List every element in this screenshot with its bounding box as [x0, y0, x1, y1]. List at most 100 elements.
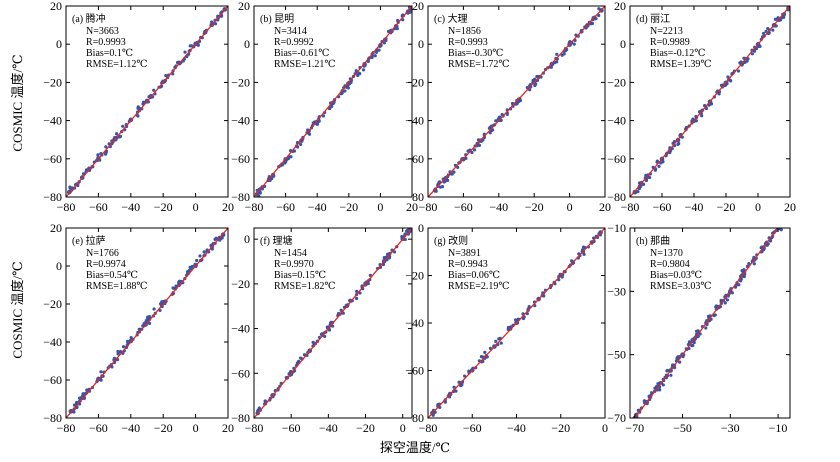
scatter-point [188, 44, 192, 48]
plot-frame [629, 227, 791, 419]
scatter-point [99, 370, 103, 374]
one-to-one-line [254, 228, 412, 418]
scatter-point [777, 222, 780, 225]
panel-stat: N=1454 [274, 248, 307, 259]
panel-stat: RMSE=2.19℃ [448, 281, 510, 292]
x-tick-label: 0 [755, 200, 761, 214]
panel-stat: R=0.9943 [448, 259, 488, 270]
panel-stat: RMSE=1.72℃ [448, 59, 510, 70]
x-tick-label: −80 [245, 200, 264, 214]
plot-frame [253, 227, 413, 419]
panel-stat: Bias=0.1℃ [86, 48, 133, 59]
y-tick-label: −60 [607, 152, 626, 166]
scatter-point [382, 41, 386, 45]
scatter-point [752, 262, 756, 266]
scatter-point [572, 42, 576, 46]
scatter-point [665, 368, 670, 373]
scatter-point [781, 222, 784, 225]
x-tick-label: −40 [489, 200, 508, 214]
scatter-point [137, 327, 141, 331]
scatter-point [299, 142, 303, 147]
scatter-point [202, 250, 206, 254]
y-tick-label: −80 [43, 411, 62, 425]
y-tick-label: −80 [231, 411, 250, 425]
panel-stat: Bias=-0.30℃ [448, 48, 503, 59]
panel-title: (c) 大理 [434, 12, 468, 25]
scatter-point [443, 179, 447, 184]
scatter-point [472, 148, 477, 152]
scatter-point [136, 106, 140, 110]
scatter-point [494, 339, 498, 344]
scatter-point [395, 27, 399, 31]
panel-stat: R=0.9974 [86, 259, 126, 270]
x-tick-label: −20 [525, 200, 544, 214]
scatter-point [289, 155, 293, 159]
scatter-point [785, 216, 790, 221]
y-tick-label: 0 [244, 37, 250, 51]
x-tick-label: 0 [193, 200, 199, 214]
scatter-point [784, 222, 787, 225]
scatter-point [164, 74, 168, 78]
scatter-point [761, 31, 766, 36]
x-tick-label: −70 [625, 421, 644, 435]
x-tick-label: −80 [419, 200, 438, 214]
scatter-point [730, 291, 734, 295]
panel-stat: RMSE=1.21℃ [274, 59, 336, 70]
panel-stat: N=1766 [86, 248, 119, 259]
scatter-point [774, 24, 778, 28]
scatter-point [777, 222, 780, 225]
scatter-point [549, 65, 553, 69]
panel-stat: R=0.9993 [86, 37, 126, 48]
panel-6: −80 −60 −40 −20 0 −80 −60 −40 −20 0 (f) 理塘N=1454R=… [231, 227, 413, 435]
y-tick-label: 0 [56, 259, 62, 273]
x-tick-label: 20 [784, 200, 796, 214]
x-tick-label: −60 [89, 200, 108, 214]
scatter-point [98, 158, 102, 162]
scatter-point [148, 315, 152, 319]
one-to-one-line [66, 6, 228, 197]
scatter-point [690, 344, 694, 348]
x-tick-label: 20 [222, 200, 234, 214]
scatter-point [213, 22, 218, 26]
scatter-point [581, 245, 586, 249]
y-tick-label: −20 [231, 277, 250, 291]
scatter-point [78, 396, 82, 400]
y-tick-label: −60 [43, 152, 62, 166]
x-tick-label: −20 [356, 421, 375, 435]
x-tick-label: −10 [769, 421, 788, 435]
scatter-point [121, 345, 126, 349]
scatter-point [597, 13, 601, 18]
panel-stat: RMSE=1.39℃ [650, 59, 712, 70]
scatter-point [85, 388, 89, 392]
scatter-point [96, 153, 100, 157]
y-tick-label: −80 [43, 190, 62, 204]
panel-stat: R=0.9989 [650, 37, 690, 48]
scatter-point [323, 334, 327, 338]
panel-7: −80 −60 −40 −20 0 −80 −60 −40 −20 0 (g) 改则N=3891R=… [405, 221, 608, 435]
x-tick-label: −80 [621, 200, 640, 214]
scatter-point [784, 220, 787, 223]
scatter-point [782, 223, 785, 226]
panel-title: (g) 改则 [434, 234, 468, 247]
scatter-point [403, 237, 407, 242]
y-tick-label: −20 [607, 75, 626, 89]
panel-stat: RMSE=1.12℃ [86, 59, 148, 70]
x-tick-label: 0 [602, 421, 608, 435]
scatter-point [661, 160, 665, 164]
y-tick-label: −50 [607, 348, 626, 362]
y-tick-label: 20 [412, 0, 424, 13]
scatter-point [72, 403, 77, 407]
scatter-point [72, 410, 76, 414]
scatter-point [470, 150, 474, 155]
scatter-point [505, 112, 509, 117]
panel-stat: RMSE=1.82℃ [274, 281, 336, 292]
scatter-point [272, 174, 276, 178]
panel-4: −80 −60 −40 −20 0 20 −80 −60 −40 −20 0 20 (d) 丽江N=22… [607, 0, 796, 214]
scatter-point [696, 329, 700, 333]
y-axis-title-bottom: COSMIC 温度/℃ [10, 261, 25, 358]
scatter-point [534, 82, 538, 86]
y-tick-label: −40 [405, 114, 424, 128]
scatter-point [283, 161, 287, 165]
scatter-point [257, 406, 261, 410]
